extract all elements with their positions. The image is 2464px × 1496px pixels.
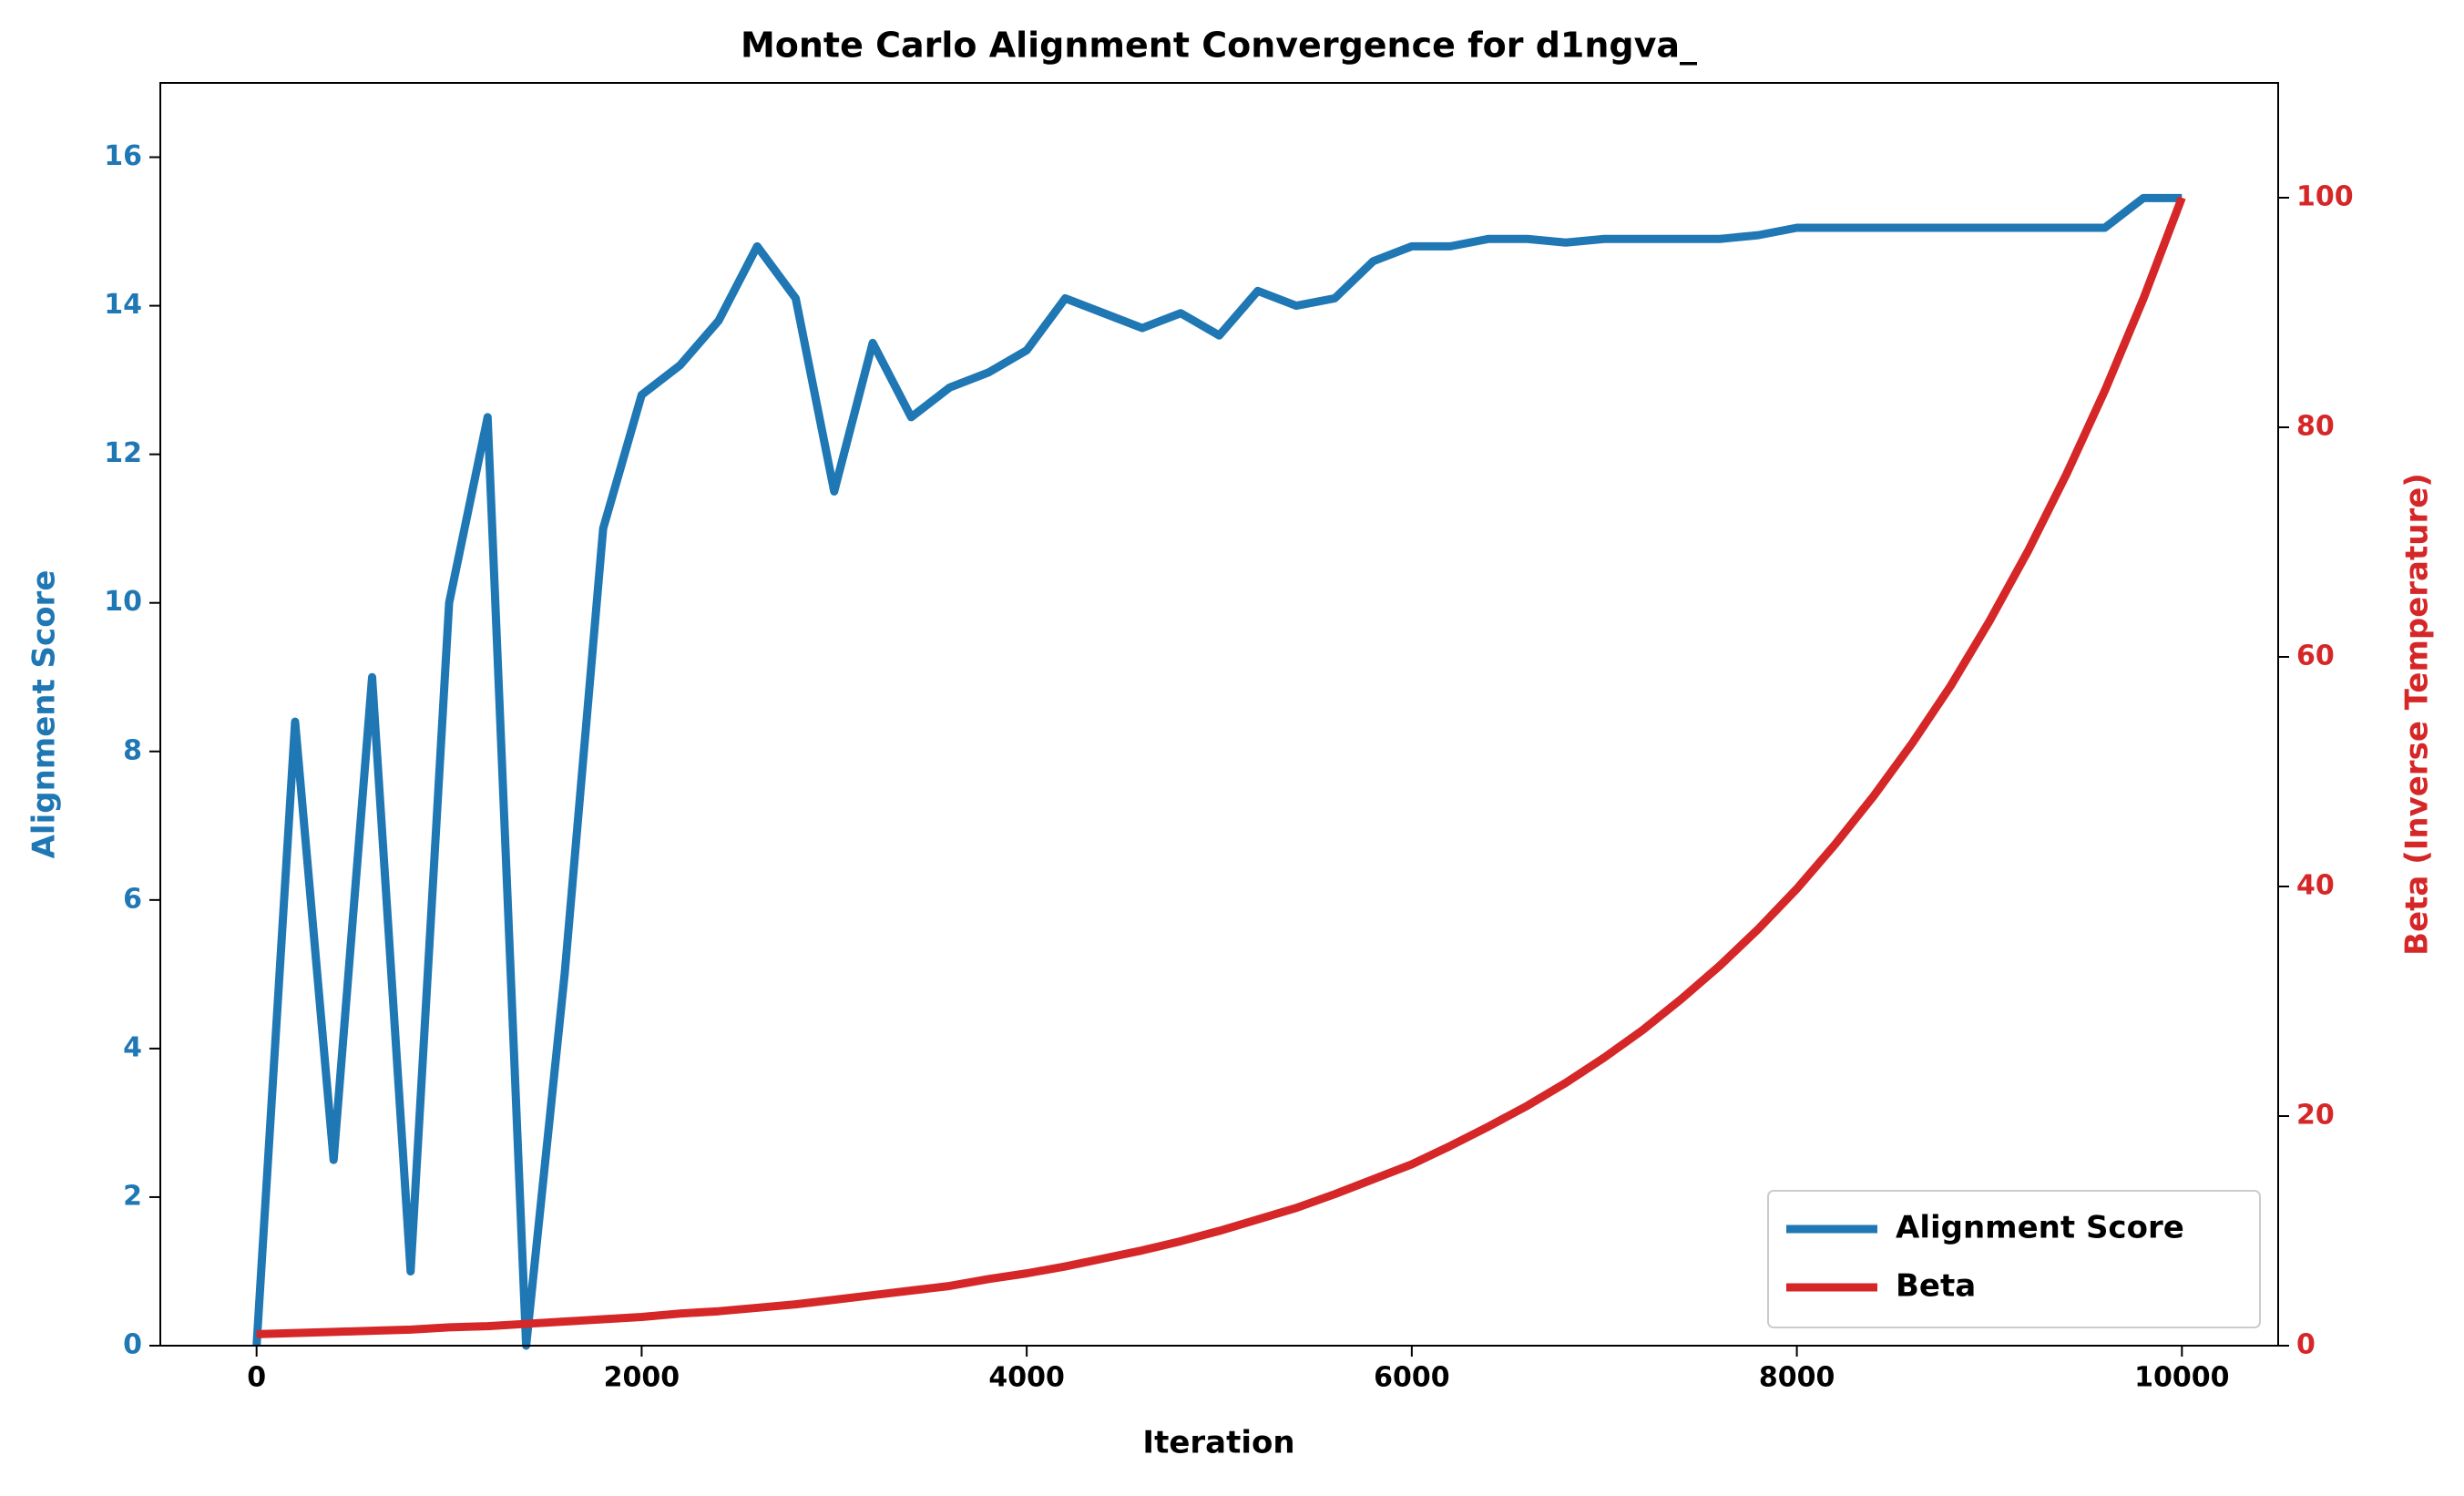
legend-label: Beta: [1896, 1268, 1976, 1305]
x-tick-label: 4000: [988, 1362, 1065, 1394]
y-tick-label: 2: [123, 1180, 142, 1212]
y2-tick-label: 80: [2296, 411, 2335, 443]
x-tick-label: 8000: [1759, 1362, 1835, 1394]
y2-tick-label: 100: [2296, 181, 2354, 213]
series-line: [252, 193, 2183, 1350]
y-tick-label: 6: [123, 883, 142, 915]
y2-tick-label: 20: [2296, 1100, 2335, 1132]
y2-tick-label: 60: [2296, 640, 2335, 672]
x-tick-label: 10000: [2134, 1362, 2229, 1394]
y-tick-label: 4: [123, 1031, 142, 1063]
legend-box: [1767, 1190, 2261, 1328]
series-line: [256, 196, 2186, 1338]
y2-tick-label: 40: [2296, 870, 2335, 902]
y-axis-label: Alignment Score: [26, 570, 63, 859]
chart-title: Monte Carlo Alignment Convergence for d1…: [741, 26, 1697, 66]
x-tick-label: 0: [247, 1362, 266, 1394]
y-tick-label: 16: [104, 140, 142, 172]
y-tick-label: 10: [104, 586, 142, 618]
x-axis-label: Iteration: [1142, 1425, 1294, 1461]
y2-axis-label: Beta (Inverse Temperature): [2399, 473, 2436, 956]
x-tick-label: 2000: [604, 1362, 680, 1394]
x-tick-label: 6000: [1374, 1362, 1450, 1394]
legend-label: Alignment Score: [1896, 1210, 2184, 1246]
y2-tick-label: 0: [2296, 1329, 2316, 1361]
y-tick-label: 0: [123, 1329, 142, 1361]
y-tick-label: 12: [104, 437, 142, 469]
y-tick-label: 14: [104, 289, 142, 321]
plot-frame: [159, 82, 2279, 1347]
y-tick-label: 8: [123, 734, 142, 766]
